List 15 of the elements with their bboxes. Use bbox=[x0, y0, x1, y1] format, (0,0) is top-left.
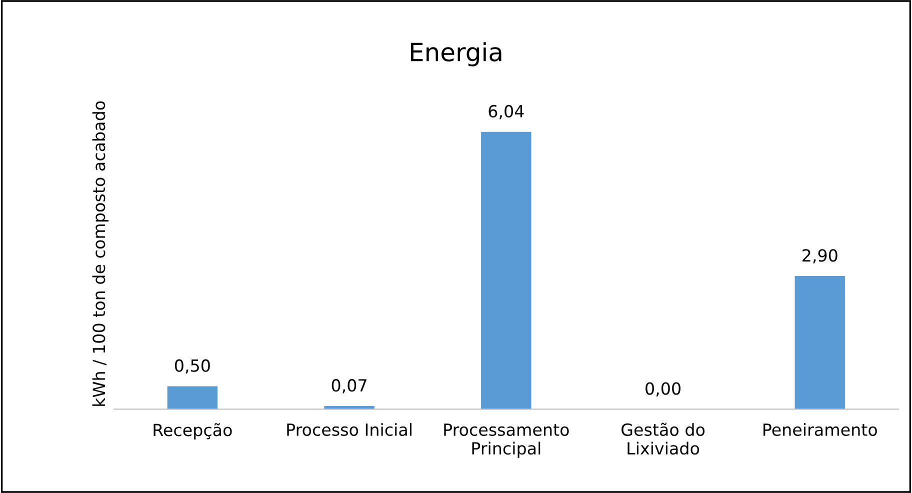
data-label: 0,50 bbox=[174, 359, 210, 374]
bar bbox=[481, 132, 532, 410]
x-tick-label: Processo Inicial bbox=[287, 423, 412, 436]
chart-title: Energia bbox=[410, 42, 502, 66]
bar bbox=[167, 386, 218, 410]
data-label: 0,07 bbox=[332, 379, 366, 394]
x-tick-label: Processamento Principal bbox=[444, 424, 569, 458]
bar bbox=[794, 276, 845, 410]
y-axis-title: kWh / 100 ton de composto acabado bbox=[92, 101, 108, 406]
data-label: 6,04 bbox=[488, 104, 524, 120]
x-tick-label: Peneiramento bbox=[764, 423, 877, 436]
x-tick-label: Gestão do Lixiviado bbox=[622, 422, 705, 455]
x-tick-label: Recepção bbox=[154, 423, 232, 440]
data-label: 2,90 bbox=[802, 249, 838, 264]
data-label: 0,00 bbox=[646, 382, 680, 397]
